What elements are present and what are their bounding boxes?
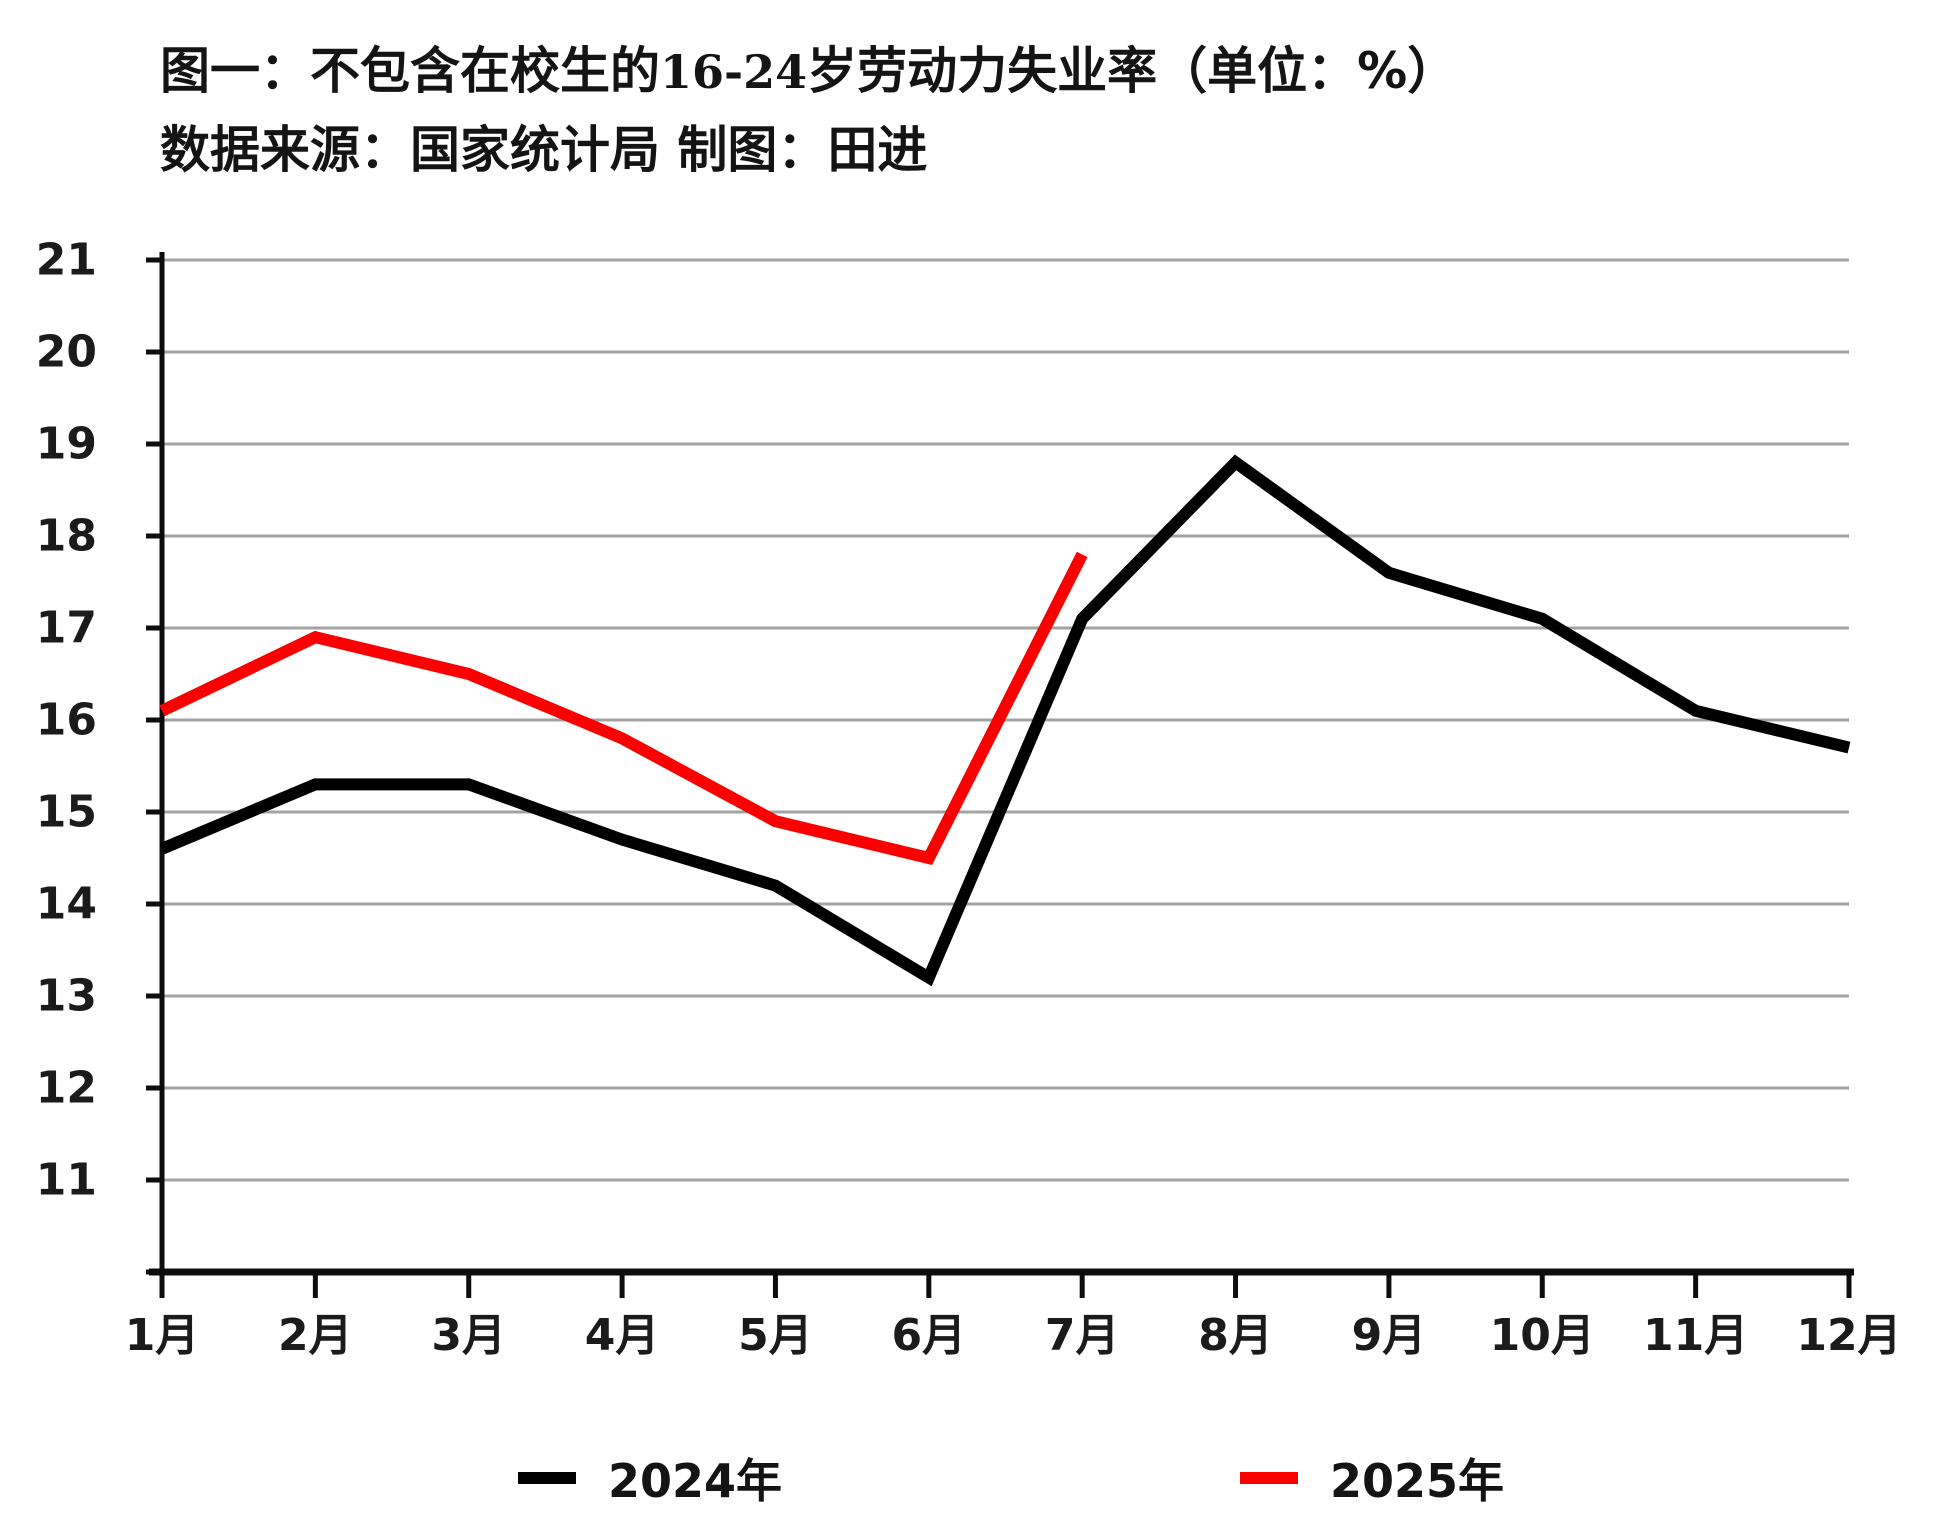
y-tick-label: 15: [36, 787, 97, 838]
x-tick-label: 12月: [1796, 1310, 1901, 1361]
y-tick-label: 21: [36, 235, 97, 286]
chart-title-suffix: 岁劳动力失业率（单位：%）: [807, 42, 1458, 100]
legend-swatch-2024: [518, 1472, 576, 1484]
y-tick-label: 16: [36, 695, 97, 746]
series-lines: [159, 454, 1851, 987]
series-line-2025: [159, 551, 1088, 865]
x-tick-label: 10月: [1490, 1310, 1595, 1361]
y-tick-label: 11: [36, 1155, 97, 1206]
legend-label-2025: 2025年: [1330, 1454, 1505, 1508]
x-tick-label: 11月: [1643, 1310, 1748, 1361]
y-tick-label: 19: [36, 419, 97, 470]
legend-item-2024: 2024年: [518, 1440, 782, 1516]
y-tick-label: 18: [36, 511, 97, 562]
y-tick-label: 13: [36, 971, 97, 1022]
y-tick-label: 14: [36, 879, 97, 930]
y-tick-label: 17: [36, 603, 97, 654]
gridlines: [164, 258, 1849, 1182]
legend-label-2024: 2024年: [608, 1454, 783, 1508]
x-tick-label: 1月: [125, 1310, 200, 1361]
x-tick-label: 9月: [1352, 1310, 1427, 1361]
x-tick-label: 3月: [431, 1310, 506, 1361]
y-axis-ticks: 11 12 13 14 15 16 17 18 19 20 21: [36, 235, 164, 1275]
axes: [149, 252, 1854, 1276]
x-tick-label: 5月: [738, 1310, 813, 1361]
x-tick-label: 4月: [585, 1310, 660, 1361]
series-line-2024: [159, 454, 1851, 987]
chart-title: 图一：不包含在校生的16-24岁劳动力失业率（单位：%）: [160, 32, 1457, 111]
legend: 2024年 2025年: [0, 1440, 1947, 1516]
x-tick-label: 6月: [892, 1310, 967, 1361]
y-tick-label: 12: [36, 1063, 97, 1114]
chart-source-note: 数据来源：国家统计局 制图：田进: [160, 121, 928, 179]
legend-item-2025: 2025年: [1240, 1440, 1504, 1516]
x-tick-label: 2月: [278, 1310, 353, 1361]
legend-swatch-2025: [1240, 1472, 1298, 1484]
x-axis-ticks: 1月 2月 3月 4月 5月 6月 7月 8月 9月 10月 11月 12月: [125, 1275, 1902, 1361]
title-block: 图一：不包含在校生的16-24岁劳动力失业率（单位：%） 数据来源：国家统计局 …: [160, 32, 1457, 189]
chart-title-prefix: 图一：不包含在校生的: [160, 42, 660, 100]
y-tick-label: 20: [36, 327, 97, 378]
x-tick-label: 7月: [1045, 1310, 1120, 1361]
x-tick-label: 8月: [1198, 1310, 1273, 1361]
chart-title-age-range: 16-24: [660, 45, 808, 99]
